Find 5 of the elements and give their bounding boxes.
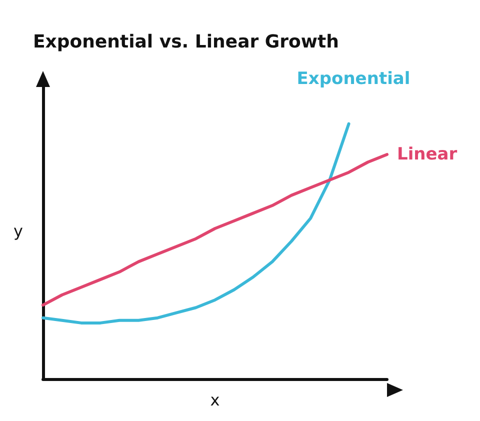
series-label: Linear — [397, 144, 458, 164]
text: Exponential — [296, 68, 410, 89]
x-axis-title: x — [210, 390, 220, 410]
chart-title: Exponential vs. Linear Growth — [33, 32, 339, 52]
y-axis-title: y — [14, 222, 23, 241]
